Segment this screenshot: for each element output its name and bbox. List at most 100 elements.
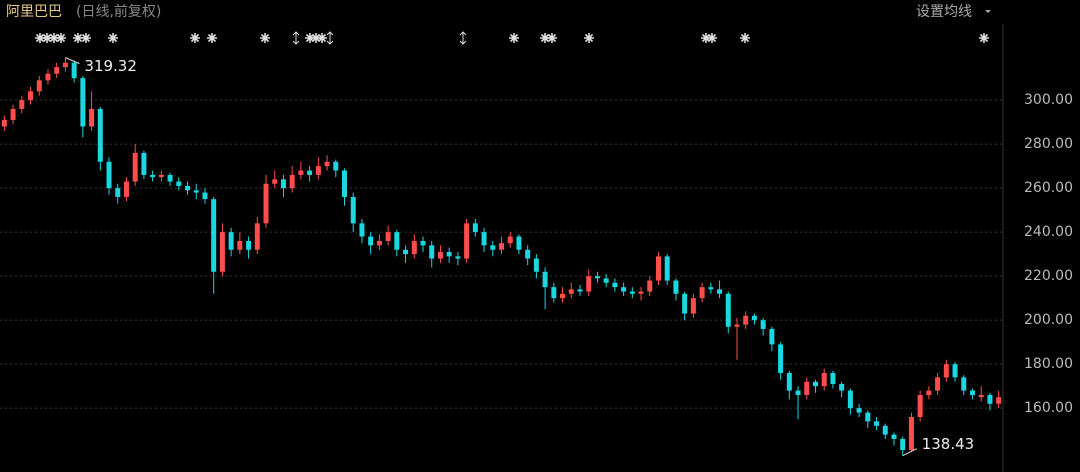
candle-body <box>725 293 731 327</box>
ma-settings[interactable]: 设置均线 <box>916 4 972 20</box>
candle-body <box>123 181 129 197</box>
candle-body <box>621 287 627 292</box>
candle-body <box>743 315 749 325</box>
candle-body <box>961 377 967 391</box>
candle-body <box>89 108 95 127</box>
candle-body <box>865 412 871 422</box>
candle-body <box>376 240 382 246</box>
candle-body <box>673 280 679 294</box>
candle-body <box>490 245 496 250</box>
candle-body <box>926 390 932 395</box>
y-tick-label: 280.00 <box>1024 136 1073 152</box>
event-marker <box>584 33 594 43</box>
candle-body <box>812 381 818 387</box>
candle-body <box>900 438 906 450</box>
event-marker <box>207 33 217 43</box>
candle-body <box>821 372 827 387</box>
event-marker <box>740 33 750 43</box>
candle-body <box>106 161 112 189</box>
candle-body <box>158 174 164 178</box>
candle-body <box>847 390 853 409</box>
candle-body <box>10 108 16 120</box>
candle-body <box>560 293 566 299</box>
candle-body <box>411 240 417 255</box>
candle-body <box>690 298 696 314</box>
candle-body <box>167 174 173 182</box>
y-tick-label: 220.00 <box>1024 268 1073 284</box>
candle-body <box>193 190 199 193</box>
y-tick-label: 160.00 <box>1024 400 1073 416</box>
candle-body <box>603 278 609 283</box>
candle-body <box>664 256 670 281</box>
candle-body <box>237 240 243 250</box>
candle-body <box>830 372 836 384</box>
candle-body <box>307 170 313 175</box>
candle-body <box>525 249 531 259</box>
candle-body <box>586 276 592 292</box>
candle-body <box>19 100 25 109</box>
candle-body <box>403 249 409 255</box>
candle-body <box>472 223 478 233</box>
candle-body <box>751 315 757 321</box>
candle-body <box>516 236 522 250</box>
candle-body <box>62 62 68 68</box>
candle-body <box>185 185 191 191</box>
candle-body <box>734 324 740 327</box>
candle-body <box>132 152 138 182</box>
candle-body <box>839 383 845 391</box>
candle-body <box>717 289 723 294</box>
event-marker <box>547 33 557 43</box>
candle-body <box>446 251 452 257</box>
candle-body <box>420 240 426 246</box>
candle-body <box>54 67 60 74</box>
candle-body <box>786 372 792 391</box>
min-label: 138.43 <box>922 435 975 453</box>
event-marker <box>326 31 334 45</box>
candle-body <box>211 199 217 272</box>
y-tick-label: 300.00 <box>1024 92 1073 108</box>
candle-body <box>333 161 339 171</box>
candle-body <box>350 196 356 224</box>
candle-body <box>246 240 252 250</box>
candle-body <box>969 390 975 395</box>
candle-body <box>394 232 400 250</box>
candle-body <box>289 174 295 189</box>
candle-body <box>935 377 941 391</box>
candle-body <box>36 80 42 92</box>
event-marker <box>509 33 519 43</box>
max-label: 319.32 <box>84 57 137 75</box>
candle-body <box>455 256 461 259</box>
min-arrow <box>902 448 917 457</box>
candle-body <box>655 256 661 281</box>
candle-body <box>219 232 225 272</box>
candle-body <box>760 320 766 329</box>
candle-body <box>577 289 583 292</box>
candle-body <box>769 328 775 345</box>
candle-body <box>280 179 286 189</box>
candle-body <box>594 276 600 279</box>
candle-body <box>176 181 182 186</box>
candle-body <box>115 188 121 197</box>
candle-body <box>943 364 949 378</box>
candle-body <box>612 282 618 288</box>
dropdown-arrow[interactable] <box>985 10 991 13</box>
event-marker <box>190 33 200 43</box>
candle-body <box>882 425 888 435</box>
candle-body <box>298 170 304 175</box>
candle-body <box>150 174 156 178</box>
event-marker <box>81 33 91 43</box>
candle-body <box>978 394 984 398</box>
candle-body <box>272 179 278 184</box>
chart-subtitle: (日线,前复权) <box>76 3 161 20</box>
y-tick-label: 180.00 <box>1024 356 1073 372</box>
event-marker <box>317 33 327 43</box>
event-marker <box>292 31 300 45</box>
max-arrow <box>65 57 80 65</box>
candle-body <box>551 287 557 299</box>
candle-body <box>874 421 880 426</box>
candle-body <box>464 223 470 259</box>
candle-body <box>368 236 374 246</box>
candle-body <box>481 232 487 246</box>
candle-body <box>499 243 504 250</box>
